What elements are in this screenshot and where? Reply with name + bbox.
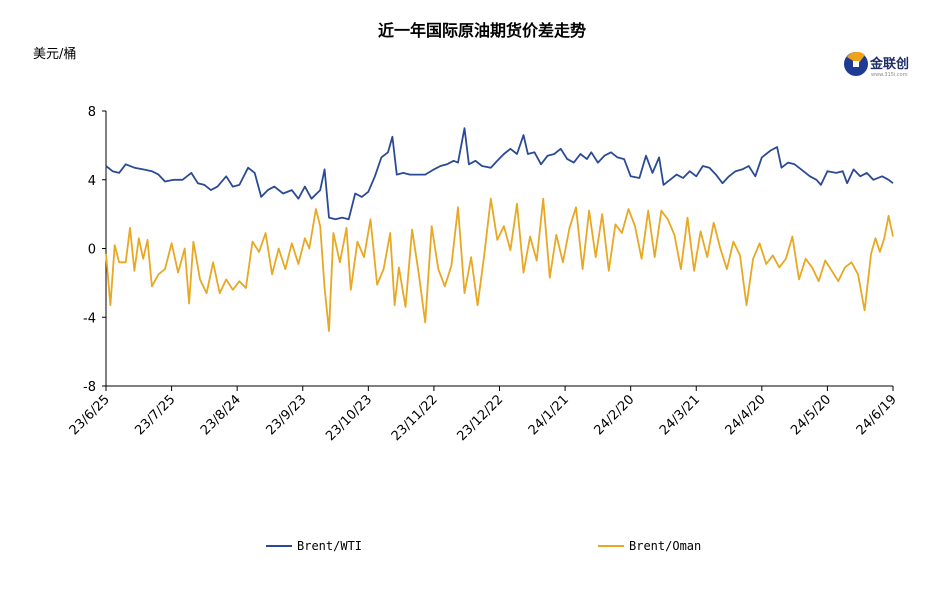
series-line-brent-oman [105,197,894,332]
legend-label: Brent/Oman [629,539,701,553]
y-tick-label: 0 [88,243,96,258]
x-tick-label: 24/6/19 [854,392,900,438]
brand-logo: 金联创 www.315i.com [844,51,909,78]
legend: Brent/WTI Brent/Oman [266,539,701,553]
y-axis-unit-label: 美元/桶 [33,47,76,62]
x-tick-label: 23/9/23 [264,392,310,438]
y-tick-label: 8 [88,105,96,120]
x-tick-label: 24/1/21 [526,392,572,438]
series-layer [105,127,894,332]
logo-name: 金联创 [869,56,909,72]
x-tick-label: 23/12/22 [454,392,506,444]
legend-item-brent-oman: Brent/Oman [598,539,701,553]
series-line-brent-wti [105,127,894,221]
x-tick-label: 24/4/20 [723,392,769,438]
legend-item-brent-wti: Brent/WTI [266,539,362,553]
x-tick-label: 23/10/23 [323,392,375,444]
x-tick-label: 23/11/22 [389,392,441,444]
logo-mark-icon [844,51,868,76]
logo-url: www.315i.com [871,72,908,78]
x-tick-label: 23/8/24 [198,392,244,438]
y-tick-label: 4 [88,174,96,189]
x-tick-label: 24/2/20 [591,392,637,438]
x-tick-label: 24/5/20 [788,392,834,438]
x-tick-label: 23/6/25 [67,392,113,438]
y-tick-label: -4 [83,311,96,326]
x-tick-label: 24/3/21 [657,392,703,438]
chart-title: 近一年国际原油期货价差走势 [378,21,586,40]
x-tick-label: 23/7/25 [132,392,178,438]
y-tick-label: -8 [83,380,96,395]
legend-label: Brent/WTI [297,539,362,553]
